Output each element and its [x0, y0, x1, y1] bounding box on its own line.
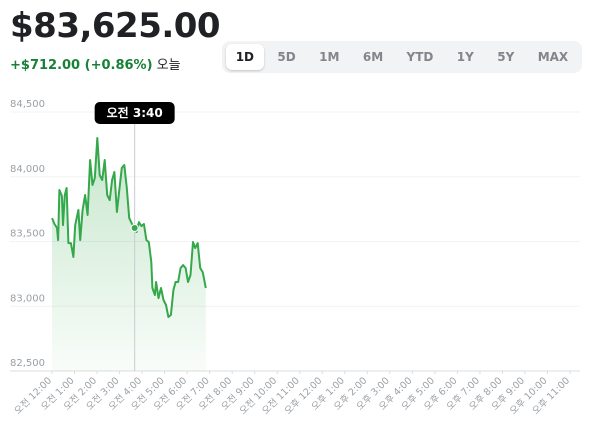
- tooltip-box: [94, 102, 175, 124]
- range-button[interactable]: 1Y: [456, 50, 474, 64]
- y-tick-label: 83,500: [10, 229, 45, 240]
- y-tick-label: 84,000: [10, 164, 45, 175]
- range-selector: 1D 5D 1M 6M YTD 1Y 5Y MAX: [222, 41, 582, 73]
- price-line: [51, 137, 207, 318]
- price: $83,625.00: [10, 6, 221, 46]
- y-tick-label: 83,000: [10, 293, 45, 304]
- range-button[interactable]: YTD: [406, 50, 434, 64]
- range-button[interactable]: 5D: [277, 50, 296, 64]
- range-button[interactable]: 1M: [319, 50, 340, 64]
- change-period: 오늘: [156, 58, 181, 73]
- range-button[interactable]: 6M: [362, 50, 384, 64]
- range-button[interactable]: 5Y: [497, 50, 515, 64]
- range-button[interactable]: MAX: [537, 50, 569, 64]
- price-change: +$712.00 (+0.86%) 오늘: [10, 54, 181, 73]
- y-tick-label: 84,500: [10, 99, 45, 110]
- change-amount: +$712.00 (+0.86%): [10, 58, 153, 73]
- tooltip-label: 오전 3:40: [107, 105, 163, 120]
- range-button[interactable]: 1D: [225, 44, 265, 70]
- y-tick-label: 82,500: [10, 358, 45, 369]
- area: [52, 138, 206, 371]
- hover-dot: [130, 224, 139, 233]
